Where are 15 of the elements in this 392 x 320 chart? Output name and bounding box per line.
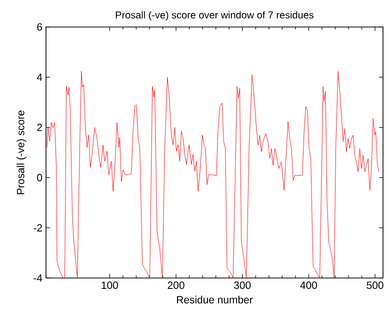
x-tick-label: 500 [366, 282, 384, 289]
x-tick-label: 100 [102, 282, 118, 289]
y-tick-label: -2 [34, 224, 42, 232]
y-tick-label: 6 [37, 23, 42, 31]
x-tick-label: 200 [168, 282, 184, 289]
chart-title: Prosall (-ve) score over window of 7 residues [116, 11, 314, 20]
line-series [46, 70, 380, 278]
y-tick-label: 0 [37, 174, 42, 182]
y-tick-label: -4 [34, 274, 42, 282]
y-tick-label: 2 [37, 124, 42, 132]
x-tick-label: 400 [300, 282, 318, 289]
x-axis-title: Residue number [176, 296, 253, 304]
y-axis-title: Prosall (-ve) score [16, 110, 26, 194]
x-tick-label: 300 [234, 282, 251, 289]
y-tick-label: 4 [36, 74, 42, 81]
